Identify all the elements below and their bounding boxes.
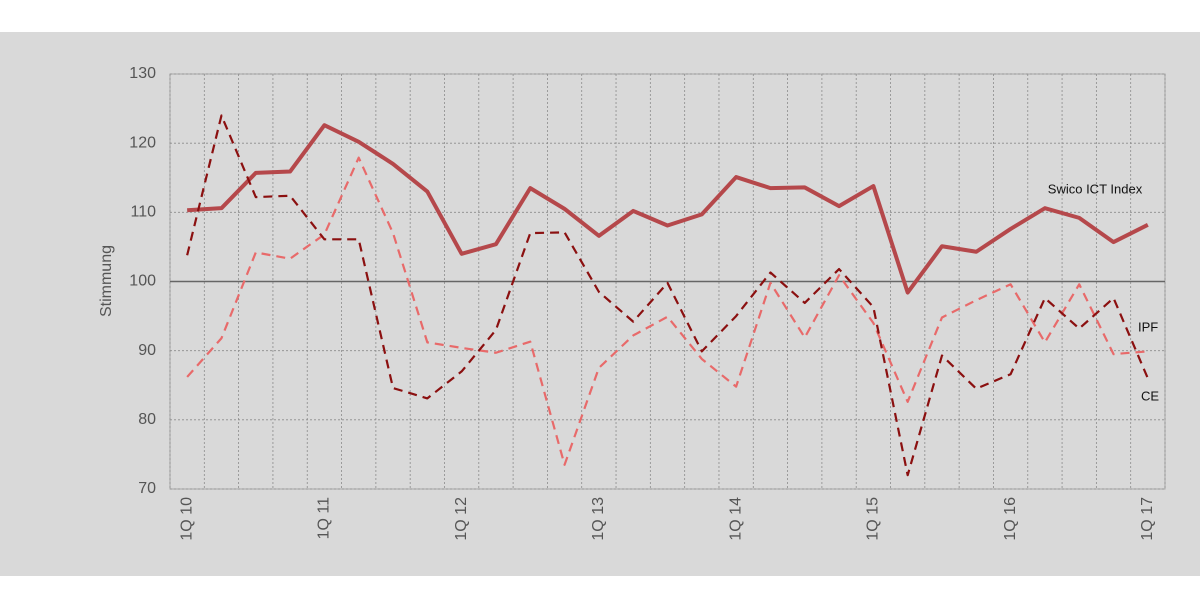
x-tick-label: 1Q 16 — [1002, 497, 1019, 541]
series-label: CE — [1141, 388, 1159, 403]
y-axis-label: Stimmung — [98, 245, 115, 317]
x-tick-label: 1Q 10 — [178, 497, 195, 541]
series-line — [186, 156, 1148, 466]
series-label: Swico ICT Index — [1048, 181, 1143, 196]
y-tick-label: 130 — [129, 65, 156, 82]
y-tick-label: 110 — [130, 204, 156, 221]
x-tick-label: 1Q 17 — [1139, 497, 1156, 541]
y-tick-label: 120 — [129, 134, 156, 151]
x-tick-label: 1Q 14 — [727, 497, 744, 541]
series-line — [187, 123, 1149, 295]
series-label: IPF — [1138, 319, 1158, 334]
x-tick-label: 1Q 12 — [453, 497, 470, 541]
x-tick-label: 1Q 15 — [865, 497, 882, 541]
y-tick-label: 80 — [138, 411, 156, 428]
y-tick-label: 70 — [138, 480, 156, 497]
y-tick-label: 100 — [129, 273, 156, 290]
series-line — [186, 114, 1149, 477]
x-tick-label: 1Q 11 — [316, 497, 333, 540]
x-tick-label: 1Q 13 — [590, 497, 607, 541]
y-tick-label: 90 — [138, 342, 156, 359]
